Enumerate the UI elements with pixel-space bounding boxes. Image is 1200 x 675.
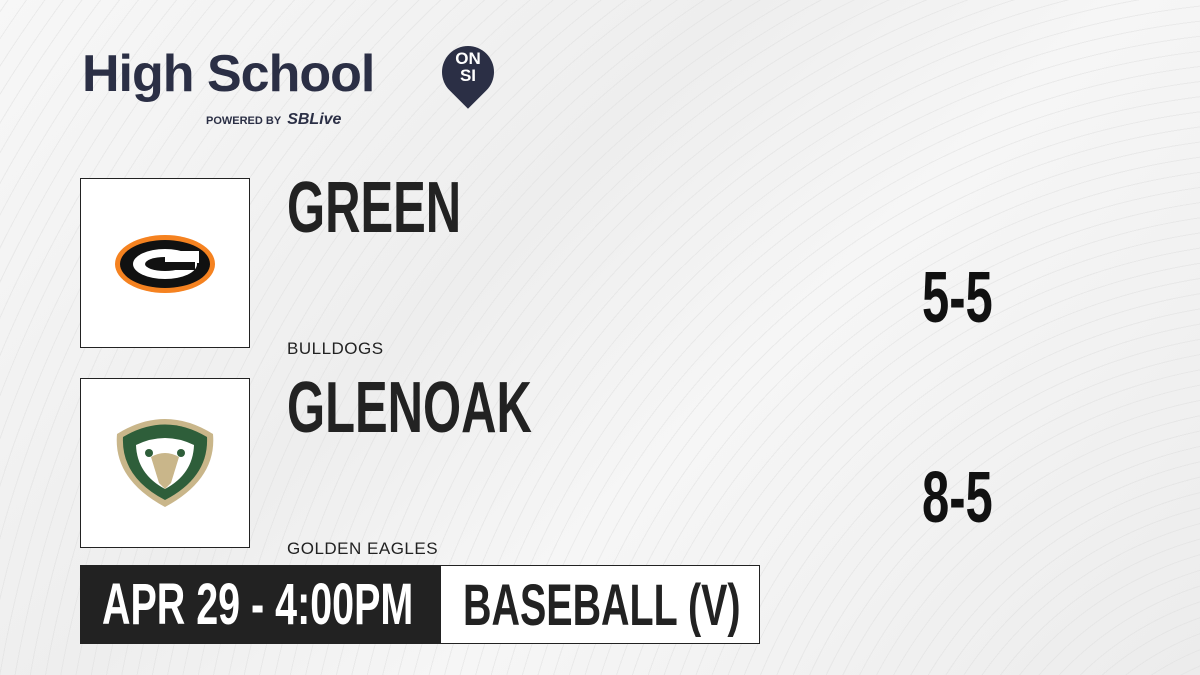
team-record: 5-5	[922, 258, 993, 338]
team-mascot: GOLDEN EAGLES	[287, 539, 439, 558]
powered-by: POWERED BY SBLive	[206, 111, 342, 128]
sblive-logo: SBLive	[287, 111, 342, 128]
team-name: GLENOAK	[287, 368, 532, 448]
game-datetime-banner: APR 29 - 4:00PM	[80, 565, 440, 644]
eagle-logo-icon	[116, 419, 214, 507]
sport-label: BASEBALL (V)	[463, 573, 741, 638]
brand-title: High School	[82, 45, 375, 103]
on-si-badge: ON SI	[455, 49, 481, 85]
green-g-logo-icon	[115, 235, 215, 293]
sport-banner: BASEBALL (V)	[440, 565, 760, 644]
high-school-on-si-logo: High School ON SI POWERED BY SBLive	[82, 35, 505, 128]
team-logo-green	[80, 178, 250, 348]
game-datetime: APR 29 - 4:00PM	[102, 572, 414, 637]
team-name: GREEN	[287, 168, 462, 248]
team-logo-glenoak	[80, 378, 250, 548]
team-record: 8-5	[922, 458, 993, 538]
team-mascot: BULLDOGS	[287, 339, 384, 358]
